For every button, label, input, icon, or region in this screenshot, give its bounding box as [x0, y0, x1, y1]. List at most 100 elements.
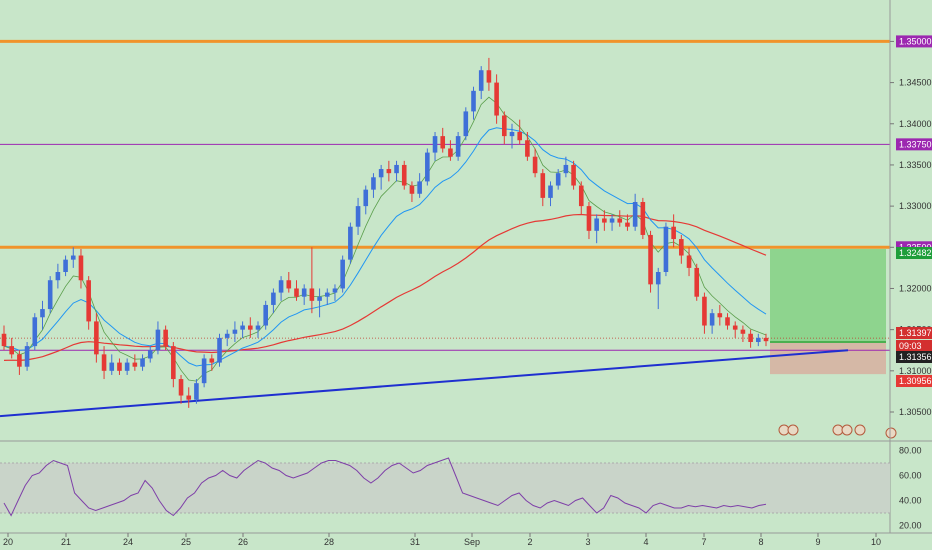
price-pane[interactable] [0, 0, 932, 534]
candle-body[interactable] [571, 164, 576, 186]
candle-body[interactable] [124, 362, 130, 371]
candle-body[interactable] [371, 177, 376, 190]
candle-body[interactable] [32, 317, 38, 347]
candle-body[interactable] [363, 189, 369, 207]
price-tag[interactable] [896, 247, 932, 259]
candle-body[interactable] [163, 329, 168, 347]
candle-body[interactable] [732, 325, 738, 330]
candle-body[interactable] [224, 333, 230, 338]
candle-body[interactable] [55, 272, 61, 281]
event-icon[interactable] [841, 424, 853, 436]
candle-body[interactable] [763, 337, 769, 342]
candle-body[interactable] [155, 329, 161, 351]
candle-body[interactable] [401, 164, 407, 186]
candle-body[interactable] [432, 136, 438, 153]
candle-body[interactable] [702, 296, 707, 326]
level-price-tag[interactable] [896, 138, 932, 151]
candle-body[interactable] [109, 362, 115, 371]
candle-body[interactable] [24, 346, 30, 367]
price-tag[interactable] [896, 351, 932, 363]
candle-body[interactable] [324, 292, 330, 297]
candle-body[interactable] [394, 164, 399, 174]
candle-body[interactable] [309, 288, 315, 301]
candle-body[interactable] [655, 272, 661, 285]
candle-body[interactable] [625, 222, 630, 227]
candle-body[interactable] [686, 255, 692, 268]
event-icon[interactable] [787, 424, 799, 436]
price-axis[interactable]: 1.350001.345001.340001.335001.330001.325… [890, 35, 932, 417]
candle-body[interactable] [578, 185, 584, 207]
price-tag[interactable] [896, 327, 932, 339]
rsi-pane[interactable] [0, 457, 890, 517]
candle-body[interactable] [540, 173, 546, 198]
candle-body[interactable] [117, 362, 122, 371]
candle-body[interactable] [717, 313, 723, 318]
candle-body[interactable] [240, 325, 245, 330]
target-zone[interactable] [770, 248, 886, 342]
candle-body[interactable] [378, 169, 384, 178]
candle-body[interactable] [548, 185, 553, 198]
candle-body[interactable] [255, 325, 261, 330]
candle-body[interactable] [209, 358, 215, 363]
candle-body[interactable] [348, 226, 353, 260]
candle-body[interactable] [286, 280, 292, 289]
candle-body[interactable] [617, 218, 623, 223]
candle-body[interactable] [663, 226, 669, 272]
candle-body[interactable] [78, 255, 84, 281]
candle-body[interactable] [263, 304, 268, 326]
candle-body[interactable] [471, 90, 476, 112]
candle-body[interactable] [586, 206, 592, 231]
time-axis[interactable]: 20 21 24 25 26 28 31 Sep 2 3 4 7 8 9 10 [3, 533, 881, 547]
candle-body[interactable] [355, 206, 361, 227]
candle-body[interactable] [417, 181, 422, 194]
candle-body[interactable] [101, 354, 107, 371]
candle-body[interactable] [278, 280, 284, 293]
candle-body[interactable] [248, 325, 253, 330]
candle-body[interactable] [709, 313, 715, 326]
candle-body[interactable] [440, 136, 446, 149]
candle-body[interactable] [648, 234, 653, 285]
candle-body[interactable] [609, 218, 615, 223]
candle-body[interactable] [725, 317, 730, 326]
candle-body[interactable] [502, 115, 507, 137]
price-tag[interactable] [896, 375, 932, 387]
candle-body[interactable] [555, 173, 561, 186]
candle-body[interactable] [455, 136, 461, 157]
level-price-tag[interactable] [896, 35, 932, 48]
candle-body[interactable] [332, 288, 338, 293]
stop-zone[interactable] [770, 342, 886, 375]
candle-body[interactable] [448, 148, 453, 157]
candle-body[interactable] [9, 346, 14, 355]
candle-body[interactable] [294, 288, 299, 297]
candle-body[interactable] [186, 395, 192, 400]
candle-body[interactable] [217, 337, 222, 363]
candle-body[interactable] [70, 255, 76, 260]
candle-body[interactable] [694, 267, 700, 297]
candle-body[interactable] [517, 132, 522, 141]
rsi-line[interactable] [3, 457, 767, 517]
candle-body[interactable] [671, 226, 676, 240]
candle-body[interactable] [632, 202, 638, 227]
candle-body[interactable] [532, 156, 538, 174]
candle-body[interactable] [740, 329, 746, 334]
candle-body[interactable] [386, 169, 392, 174]
candle-body[interactable] [640, 202, 646, 235]
event-icon[interactable] [885, 427, 897, 439]
candle-body[interactable] [478, 70, 484, 91]
candle-body[interactable] [132, 362, 138, 367]
trendline[interactable] [0, 349, 849, 418]
candle-body[interactable] [178, 379, 184, 396]
candle-body[interactable] [63, 259, 68, 272]
candle-body[interactable] [679, 239, 684, 256]
candle-body[interactable] [194, 383, 199, 400]
candle-body[interactable] [94, 321, 99, 355]
candle-body[interactable] [525, 140, 530, 157]
candle-body[interactable] [271, 292, 276, 305]
candle-body[interactable] [171, 346, 176, 380]
candle-body[interactable] [1, 333, 7, 347]
candle-body[interactable] [509, 132, 515, 137]
candle-body[interactable] [340, 259, 345, 289]
candle-body[interactable] [563, 164, 569, 174]
candle-body[interactable] [494, 82, 499, 116]
